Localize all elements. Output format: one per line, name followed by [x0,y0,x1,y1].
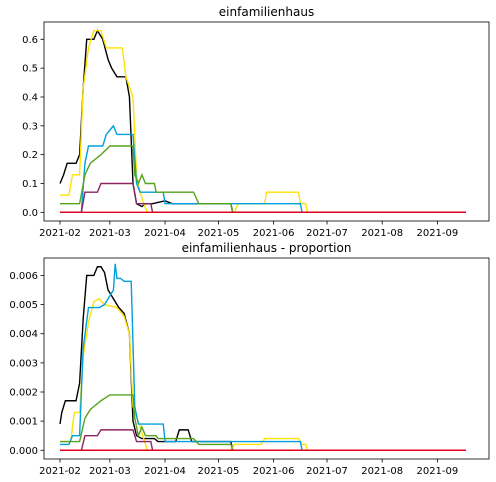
x-tick-label: 2021-09 [416,228,458,239]
y-tick-label: 0.2 [22,150,38,161]
x-tick-label: 2021-07 [306,466,348,477]
y-tick-label: 0.001 [9,417,38,428]
x-tick-label: 2021-06 [253,466,295,477]
x-tick-label: 2021-04 [144,228,186,239]
chart-einfamilienhaus-proportion: einfamilienhaus - proportion 0.000 0.001 0.… [9,241,490,477]
x-tick-label: 2021-03 [89,228,131,239]
y-tick-label: 0.6 [22,35,38,46]
y-tick-label: 0.0 [22,208,38,219]
y-tick-label: 0.000 [9,446,38,457]
series-line-2 [60,263,466,451]
y-tick-label: 0.3 [22,121,38,132]
chart-title: einfamilienhaus [219,5,314,19]
series-line-3 [60,394,466,451]
axes-frame [43,21,490,222]
x-tick-label: 2021-06 [253,228,295,239]
y-tick-label: 0.004 [9,329,38,340]
series-line-4 [60,429,466,451]
x-tick-label: 2021-02 [39,466,81,477]
series-line-4 [60,182,466,214]
series-group [59,263,466,451]
x-tick-label: 2021-02 [39,228,81,239]
series-line-3 [60,145,466,214]
x-tick-label: 2021-08 [361,228,403,239]
x-tick-label: 2021-04 [144,466,186,477]
chart-einfamilienhaus: einfamilienhaus 0.0 0.1 0.2 0.3 0.4 0.5 0.6 2021… [22,5,490,239]
x-tick-label: 2021-03 [89,466,131,477]
y-tick-label: 0.005 [9,300,38,311]
x-tick-label: 2021-05 [198,466,240,477]
x-tick-label: 2021-07 [306,228,348,239]
x-tick-label: 2021-09 [416,466,458,477]
y-tick-label: 0.003 [9,358,38,369]
series-line-2 [60,124,466,214]
y-tick-label: 0.006 [9,271,38,282]
series-line-0 [59,266,466,451]
axes-frame [43,257,490,460]
x-tick-label: 2021-05 [198,228,240,239]
y-tick-label: 0.1 [22,179,38,190]
chart-title: einfamilienhaus - proportion [182,241,352,255]
x-tick-label: 2021-08 [361,466,403,477]
y-tick-label: 0.002 [9,388,38,399]
y-tick-label: 0.4 [22,92,38,103]
y-tick-label: 0.5 [22,64,38,75]
series-group [59,29,466,214]
